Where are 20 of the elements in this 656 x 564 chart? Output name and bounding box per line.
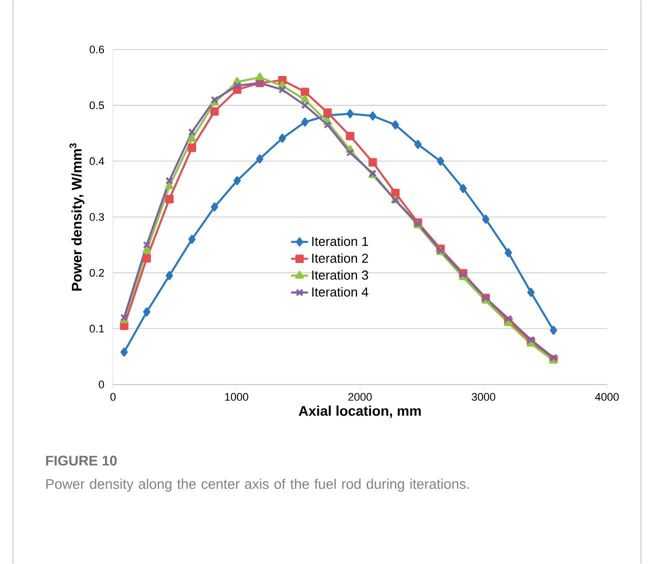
y-tick-label: 0.5	[90, 101, 104, 110]
y-tick-label: 0.3	[90, 213, 104, 221]
x-axis-title: Axial location, mm	[298, 406, 421, 418]
x-tick-label: 0	[110, 393, 116, 401]
y-tick-label: 0.6	[90, 46, 104, 54]
x-tick-label: 1000	[225, 393, 248, 401]
legend-label: Iteration 4	[312, 287, 368, 297]
legend-label: Iteration 3	[312, 270, 368, 280]
legend-label: Iteration 1	[312, 236, 368, 246]
y-axis-title: Power density, W/mm$^{3}$	[70, 143, 84, 291]
x-tick-label: 2000	[348, 393, 372, 401]
legend-label: Iteration 2	[312, 253, 368, 263]
y-tick-label: 0.1	[90, 324, 104, 333]
y-tick-label: 0	[98, 380, 104, 388]
x-tick-label: 3000	[472, 393, 496, 401]
x-tick-label: 4000	[595, 393, 619, 401]
caption: FIGURE 10	[46, 456, 117, 466]
text: Power density along the center axis of the fuel rod during iterations.	[46, 478, 469, 492]
y-tick-label: 0.4	[90, 157, 104, 166]
y-tick-label: 0.2	[90, 268, 104, 277]
